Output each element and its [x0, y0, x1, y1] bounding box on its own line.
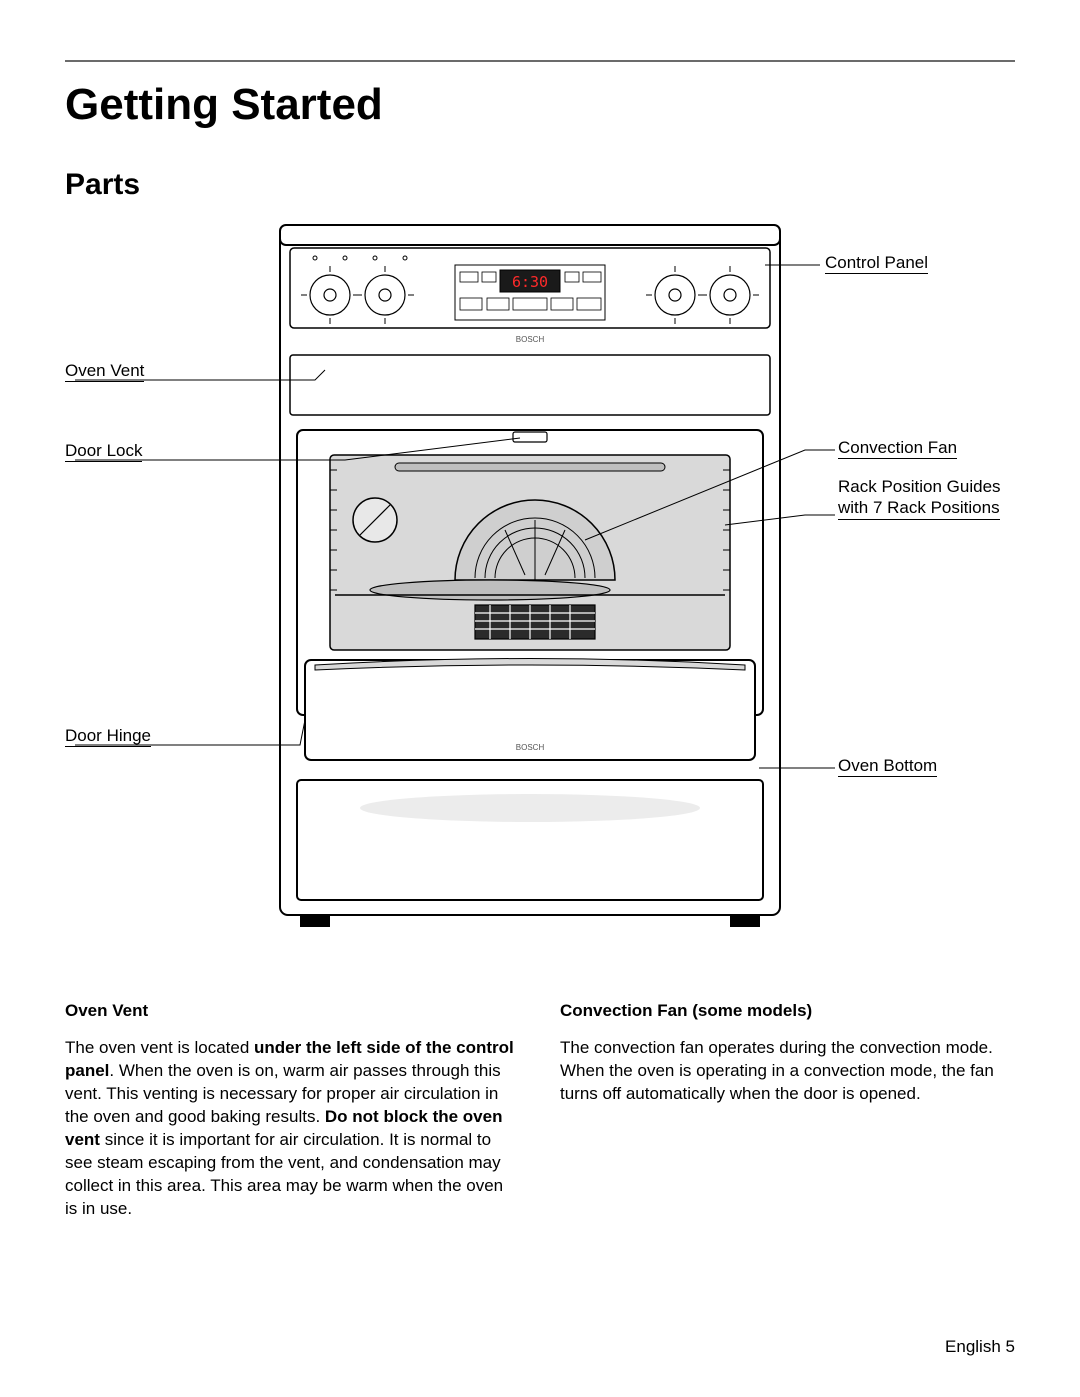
page-title-h1: Getting Started — [65, 80, 1015, 130]
section-title-h2: Parts — [65, 168, 1015, 202]
description-columns: Oven Vent The oven vent is located under… — [65, 1000, 1015, 1220]
callout-control-panel: Control Panel — [825, 252, 928, 274]
callout-rack-guides: Rack Position Guides with 7 Rack Positio… — [838, 476, 1001, 520]
callout-door-hinge: Door Hinge — [65, 725, 151, 747]
top-rule — [65, 60, 1015, 62]
callout-oven-bottom: Oven Bottom — [838, 755, 937, 777]
callout-door-lock: Door Lock — [65, 440, 142, 462]
column-oven-vent: Oven Vent The oven vent is located under… — [65, 1000, 520, 1220]
col-heading-oven-vent: Oven Vent — [65, 1000, 520, 1023]
col-body-oven-vent: The oven vent is located under the left … — [65, 1037, 520, 1221]
col-body-convection: The convection fan operates during the c… — [560, 1037, 1015, 1106]
callout-convection-fan: Convection Fan — [838, 437, 957, 459]
page-footer: English 5 — [945, 1337, 1015, 1357]
callout-oven-vent: Oven Vent — [65, 360, 144, 382]
column-convection-fan: Convection Fan (some models) The convect… — [560, 1000, 1015, 1220]
parts-diagram: 6:30 BOSCH — [65, 220, 1015, 960]
col-heading-convection: Convection Fan (some models) — [560, 1000, 1015, 1023]
manual-page: Getting Started Parts — [0, 0, 1080, 1397]
leader-lines — [65, 220, 1015, 960]
